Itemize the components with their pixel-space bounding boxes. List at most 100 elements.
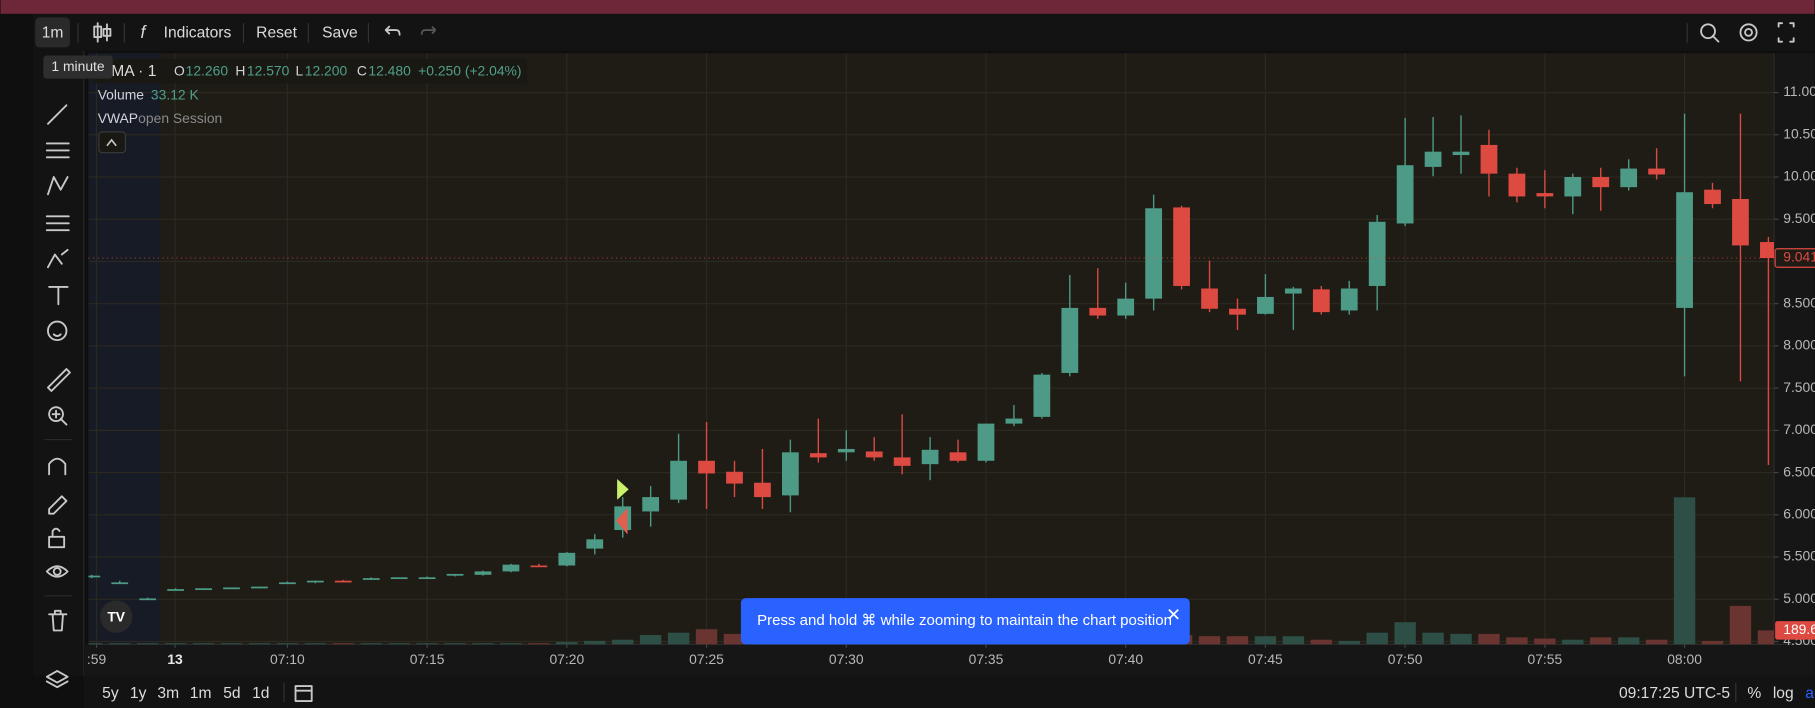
candles [88, 113, 1774, 601]
volume-bar [1226, 636, 1249, 645]
toast-message: Press and hold ⌘ while zooming to mainta… [757, 612, 1172, 629]
y-tick-label: 5.000 [1783, 590, 1815, 606]
collapse-icon[interactable] [106, 138, 117, 147]
candle-body [837, 448, 855, 453]
candle-body [1117, 298, 1135, 316]
last-volume-tag [1775, 621, 1815, 640]
candle-body [1452, 151, 1470, 156]
volume-bar [1673, 497, 1696, 645]
y-tick-label: 7.500 [1783, 379, 1815, 395]
x-tick-label: 07:15 [410, 651, 445, 667]
volume-bar [1198, 636, 1221, 645]
volume-bar [667, 632, 690, 645]
candle-body [139, 598, 157, 601]
range-button[interactable]: 5d [223, 685, 240, 702]
volume-bar [1254, 636, 1277, 645]
candle-body [1592, 177, 1610, 188]
last-price-tag [1774, 248, 1815, 268]
candle-body [279, 582, 296, 585]
x-tick-label: 07:55 [1527, 651, 1562, 667]
bottom-bar [83, 675, 1815, 708]
volume-bar [192, 643, 215, 645]
candle-body [642, 497, 660, 512]
volume-bar [109, 643, 131, 645]
save-button[interactable]: Save [322, 25, 358, 42]
candle-body [446, 573, 464, 576]
candle-body [1760, 242, 1774, 259]
open-key: O [174, 62, 185, 78]
range-button[interactable]: 1m [190, 685, 212, 702]
toast [740, 598, 1190, 645]
logo [100, 600, 133, 633]
y-tick-label: 8.500 [1783, 294, 1815, 310]
log-toggle[interactable]: log [1773, 685, 1794, 702]
collapse-button[interactable] [98, 131, 127, 154]
volume-value: 33.12 K [151, 87, 200, 103]
candle-body [362, 578, 380, 580]
candle-body [1061, 307, 1079, 373]
chart-type-icon[interactable] [93, 22, 112, 43]
volume-bar [332, 643, 354, 645]
last-price-label: 9.041 [1783, 249, 1815, 265]
candle-body [1424, 151, 1442, 167]
candle-body [1284, 288, 1302, 294]
candle-body [167, 589, 185, 591]
candle-body [195, 588, 212, 591]
range-button[interactable]: 1d [252, 685, 269, 702]
interval-button[interactable] [35, 17, 70, 48]
grid [88, 53, 1774, 645]
range-button[interactable]: 1y [130, 685, 147, 702]
indicators-icon[interactable]: f [141, 22, 148, 42]
auto-toggle[interactable]: auto [1805, 685, 1815, 702]
volume-bar [1338, 640, 1360, 645]
buy-marker [617, 478, 629, 500]
logo-mark: TV [107, 608, 125, 624]
volume-bar [1506, 637, 1528, 645]
volume-bar [136, 643, 159, 645]
toast-close[interactable] [1168, 609, 1179, 620]
volume-bar [695, 629, 718, 645]
candle-body [1033, 374, 1051, 417]
browser-strip [0, 0, 1815, 14]
plot-area [88, 53, 1774, 645]
volume-bar [1729, 605, 1752, 645]
volume-bar [388, 643, 410, 645]
zoom-icon[interactable] [1700, 23, 1720, 43]
candle-body [418, 577, 436, 580]
high-key: H [235, 62, 245, 78]
undo-button[interactable] [384, 25, 401, 36]
range-button[interactable]: 3m [157, 685, 179, 702]
interval-label[interactable]: 1m [42, 25, 64, 42]
y-tick-label: 11.000 [1783, 83, 1815, 99]
volume-bar [1562, 639, 1584, 645]
volume-bar [723, 633, 746, 645]
range-button[interactable]: 5y [102, 685, 119, 702]
candle-body [334, 580, 352, 583]
drawing-tools[interactable] [45, 104, 71, 689]
redo-button[interactable] [420, 25, 437, 35]
volume-bar [1422, 632, 1444, 645]
y-tick-label: 9.500 [1783, 210, 1815, 226]
goto-date[interactable] [294, 685, 313, 702]
candle-body [809, 453, 827, 458]
percent-toggle[interactable]: % [1747, 685, 1761, 702]
x-tick-label: 13 [167, 651, 183, 667]
volume-bar [248, 643, 271, 645]
reset-button[interactable]: Reset [256, 25, 297, 42]
x-tick-label: 07:40 [1108, 651, 1143, 667]
close-key: C [357, 62, 367, 78]
volume-bar [1366, 632, 1388, 645]
candle-body [949, 452, 967, 461]
volume-bar [500, 643, 522, 645]
candle-body [726, 471, 743, 484]
fullscreen-icon[interactable] [1777, 22, 1795, 43]
y-tick-label: 5.500 [1783, 548, 1815, 564]
price-axis [1773, 53, 1815, 645]
volume-bar [360, 643, 382, 645]
indicators-button[interactable]: Indicators [164, 25, 232, 42]
candle-body [530, 565, 548, 568]
volume-name: Volume [98, 87, 145, 103]
settings-icon[interactable] [1739, 23, 1758, 42]
volume-bar [304, 643, 327, 645]
